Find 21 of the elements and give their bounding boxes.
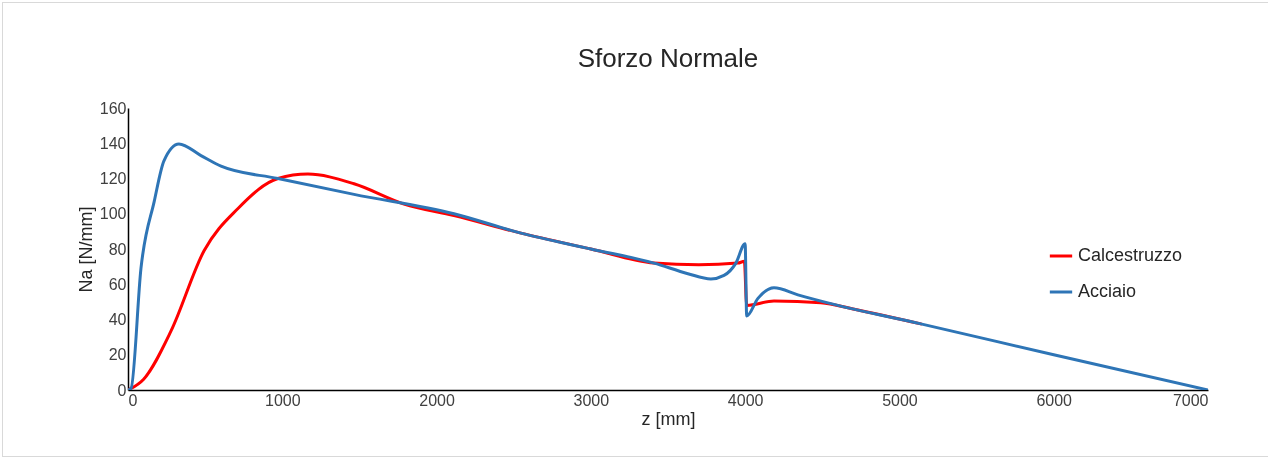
y-tick-label: 100 (99, 205, 127, 223)
y-tick-label: 60 (108, 275, 127, 293)
legend-label: Acciaio (1078, 281, 1137, 301)
x-tick-label: 0 (128, 391, 138, 409)
x-axis-title: z [mm] (641, 408, 696, 429)
y-axis-title: Na [N/mm] (75, 206, 96, 293)
x-tick-label: 3000 (573, 391, 610, 409)
legend-label: Calcestruzzo (1078, 245, 1183, 265)
x-tick-label: 6000 (1036, 391, 1073, 409)
y-tick-label: 20 (108, 346, 127, 364)
x-tick-label: 2000 (419, 391, 455, 409)
y-tick-label: 140 (99, 134, 127, 152)
x-tick-label: 4000 (727, 391, 764, 409)
x-tick-label: 1000 (264, 391, 301, 409)
x-tick-label: 7000 (1172, 391, 1209, 409)
y-tick-label: 80 (108, 240, 127, 258)
x-tick-label: 5000 (882, 391, 918, 409)
y-tick-label: 120 (99, 170, 127, 187)
chart-title: Sforzo Normale (577, 43, 759, 73)
y-tick-label: 40 (108, 311, 127, 328)
y-tick-label: 160 (99, 99, 127, 117)
